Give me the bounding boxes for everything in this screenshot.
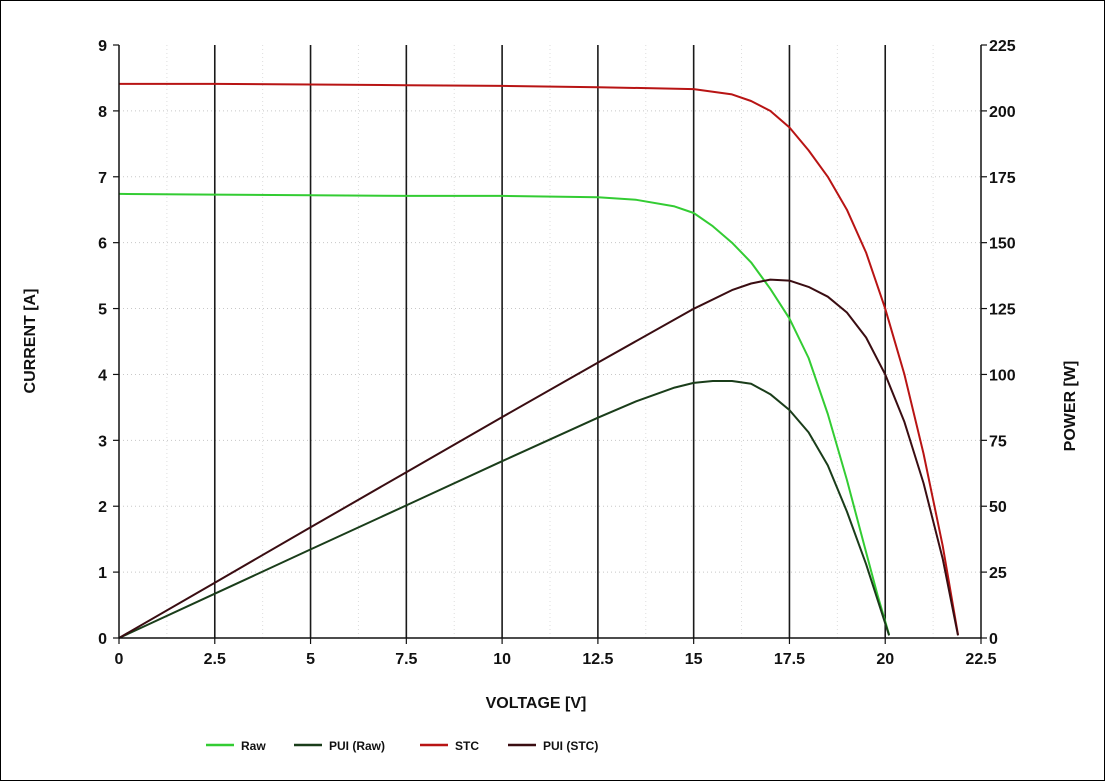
y2-tick-label: 100 <box>989 367 1016 384</box>
series-line-raw <box>118 192 891 635</box>
y-tick-label: 8 <box>98 104 107 121</box>
y-axis-label: CURRENT [A] <box>22 289 39 394</box>
y2-tick-label: 75 <box>989 433 1007 450</box>
x-tick-label: 20 <box>876 651 894 668</box>
y-tick-label: 5 <box>98 302 107 319</box>
x-tick-label: 2.5 <box>204 651 226 668</box>
x-tick-label: 0 <box>115 651 124 668</box>
x-tick-label: 10 <box>493 651 511 668</box>
axis-ticks: 0 2.5 5 7.5 10 12.5 15 17.5 20 22.5 0 1 2 3 4 5 6 7 8 9 0 25 5… <box>98 38 1016 668</box>
x-tick-label: 17.5 <box>774 651 805 668</box>
y-tick-label: 7 <box>98 170 107 187</box>
y-tick-label: 9 <box>98 38 107 55</box>
series-line-stc <box>119 82 959 635</box>
series-line-pui-stc <box>118 278 959 639</box>
x-tick-label: 5 <box>306 651 315 668</box>
x-tick-label: 7.5 <box>395 651 417 668</box>
legend: Raw PUI (Raw) STC PUI (STC) <box>206 739 598 753</box>
legend-label-pui-stc: PUI (STC) <box>543 739 598 753</box>
y2-tick-label: 25 <box>989 565 1007 582</box>
series-line-pui-raw <box>118 380 891 639</box>
y-tick-label: 2 <box>98 499 107 516</box>
x-tick-label: 15 <box>685 651 703 668</box>
y2-tick-label: 175 <box>989 170 1016 187</box>
y-tick-label: 1 <box>98 565 107 582</box>
y-tick-label: 3 <box>98 433 107 450</box>
y-tick-label: 4 <box>98 367 107 384</box>
legend-label-stc: STC <box>455 739 479 753</box>
y2-tick-label: 200 <box>989 104 1016 121</box>
y2-tick-label: 125 <box>989 302 1016 319</box>
legend-label-pui-raw: PUI (Raw) <box>329 739 385 753</box>
legend-label-raw: Raw <box>241 739 266 753</box>
series-lines <box>118 82 959 639</box>
y2-tick-label: 225 <box>989 38 1016 55</box>
y-tick-label: 6 <box>98 236 107 253</box>
x-axis-label: VOLTAGE [V] <box>486 695 587 712</box>
x-tick-label: 22.5 <box>965 651 996 668</box>
y-tick-label: 0 <box>98 631 107 648</box>
y2-tick-label: 150 <box>989 236 1016 253</box>
grid <box>119 45 981 638</box>
x-tick-label: 12.5 <box>582 651 613 668</box>
y2-tick-label: 50 <box>989 499 1007 516</box>
y2-axis-label: POWER [W] <box>1062 361 1079 452</box>
y2-tick-label: 0 <box>989 631 998 648</box>
